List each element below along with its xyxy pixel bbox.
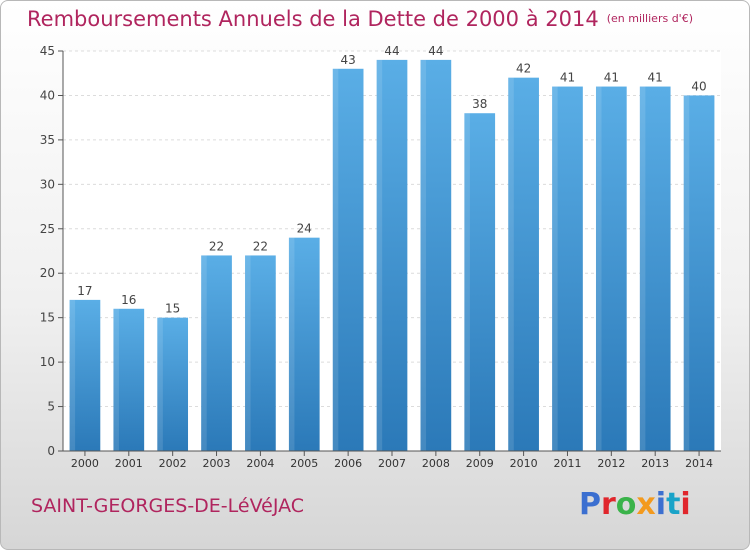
bar-highlight bbox=[595, 86, 602, 452]
bar-2010 bbox=[508, 77, 539, 452]
data-label-2001: 16 bbox=[121, 293, 136, 307]
chart-unit: (en milliers d'€) bbox=[606, 12, 693, 25]
brand-letter: i bbox=[655, 487, 667, 522]
bar-2006 bbox=[332, 68, 364, 452]
bar-2008 bbox=[420, 59, 452, 452]
bar-2005 bbox=[288, 237, 320, 451]
data-label-2011: 41 bbox=[560, 71, 575, 85]
bar-highlight bbox=[376, 59, 383, 452]
brand-letter: x bbox=[636, 487, 656, 522]
data-label-2012: 41 bbox=[604, 71, 619, 85]
x-tick-label-2007: 2007 bbox=[378, 457, 406, 470]
data-labels: 17 16 15 22 22 24 43 44 44 38 42 41 41 41 40 bbox=[77, 44, 706, 316]
data-label-2009: 38 bbox=[472, 97, 487, 111]
bar-highlight bbox=[201, 255, 207, 451]
bar-2009 bbox=[464, 113, 496, 451]
y-tick-label: 45 bbox=[40, 44, 55, 58]
data-label-2005: 24 bbox=[297, 222, 312, 236]
brand-logo: Proxiti bbox=[579, 487, 691, 522]
bar-2002 bbox=[157, 317, 189, 451]
x-tick-label-2002: 2002 bbox=[159, 457, 187, 470]
x-tick-label-2013: 2013 bbox=[641, 457, 669, 470]
brand-letter: t bbox=[666, 487, 681, 522]
data-label-2003: 22 bbox=[209, 239, 224, 253]
bar-2001 bbox=[113, 308, 145, 451]
x-tick-label-2008: 2008 bbox=[422, 457, 450, 470]
y-tick-label: 35 bbox=[40, 133, 55, 147]
x-tick-label-2005: 2005 bbox=[290, 457, 318, 470]
bar-2012 bbox=[595, 86, 627, 452]
bar-2011 bbox=[552, 86, 583, 452]
y-tick-label: 30 bbox=[40, 177, 55, 191]
y-tick-label: 20 bbox=[40, 266, 55, 280]
y-tick-label: 5 bbox=[47, 400, 55, 414]
bar-highlight bbox=[639, 86, 646, 452]
axes: 0 5 10 15 20 25 30 35 40 45 2000 2001 2002 2003 2004 20… bbox=[40, 44, 721, 470]
bar-highlight bbox=[332, 68, 339, 452]
data-label-2008: 44 bbox=[428, 44, 443, 58]
bar-2000 bbox=[69, 299, 101, 451]
data-label-2000: 17 bbox=[77, 284, 92, 298]
brand-letter: r bbox=[601, 487, 616, 522]
bar-2003 bbox=[201, 255, 232, 451]
data-label-2010: 42 bbox=[516, 62, 531, 76]
y-tick-label: 15 bbox=[40, 311, 55, 325]
bar-highlight bbox=[420, 59, 427, 452]
bar-highlight bbox=[157, 317, 163, 451]
bar-2014 bbox=[683, 95, 715, 451]
bar-highlight bbox=[69, 299, 76, 451]
bar-2007 bbox=[376, 59, 408, 452]
bar-2004 bbox=[245, 255, 276, 451]
bar-highlight bbox=[113, 308, 119, 451]
bar-highlight bbox=[683, 95, 690, 451]
data-label-2004: 22 bbox=[253, 239, 268, 253]
data-label-2013: 41 bbox=[648, 71, 663, 85]
x-tick-label-2009: 2009 bbox=[466, 457, 494, 470]
chart-title: Remboursements Annuels de la Dette de 20… bbox=[27, 7, 693, 31]
x-tick-label-2004: 2004 bbox=[246, 457, 274, 470]
bar-highlight bbox=[288, 237, 295, 451]
bar-highlight bbox=[464, 113, 470, 451]
x-tick-label-2012: 2012 bbox=[597, 457, 625, 470]
y-tick-label: 10 bbox=[40, 355, 55, 369]
brand-letter: o bbox=[615, 487, 637, 522]
x-tick-label-2014: 2014 bbox=[685, 457, 713, 470]
y-tick-label: 0 bbox=[47, 444, 55, 458]
x-tick-label-2011: 2011 bbox=[553, 457, 581, 470]
x-tick-label-2000: 2000 bbox=[71, 457, 99, 470]
y-tick-label: 25 bbox=[40, 222, 55, 236]
bar-highlight bbox=[245, 255, 251, 451]
bar-highlight bbox=[508, 77, 514, 452]
data-label-2002: 15 bbox=[165, 302, 180, 316]
chart-title-text: Remboursements Annuels de la Dette de 20… bbox=[27, 7, 599, 31]
x-tick-label-2001: 2001 bbox=[115, 457, 143, 470]
data-label-2014: 40 bbox=[691, 79, 706, 93]
bar-2013 bbox=[639, 86, 671, 452]
x-tick-label-2003: 2003 bbox=[203, 457, 231, 470]
bar-highlight bbox=[552, 86, 558, 452]
commune-name: SAINT-GEORGES-DE-LéVéJAC bbox=[31, 495, 305, 517]
brand-letter: i bbox=[680, 487, 691, 522]
x-tick-label-2006: 2006 bbox=[334, 457, 362, 470]
bars bbox=[69, 59, 715, 452]
x-tick-label-2010: 2010 bbox=[510, 457, 538, 470]
data-label-2007: 44 bbox=[384, 44, 399, 58]
data-label-2006: 43 bbox=[340, 53, 355, 67]
y-tick-label: 40 bbox=[40, 88, 55, 102]
brand-letter: P bbox=[579, 487, 601, 522]
